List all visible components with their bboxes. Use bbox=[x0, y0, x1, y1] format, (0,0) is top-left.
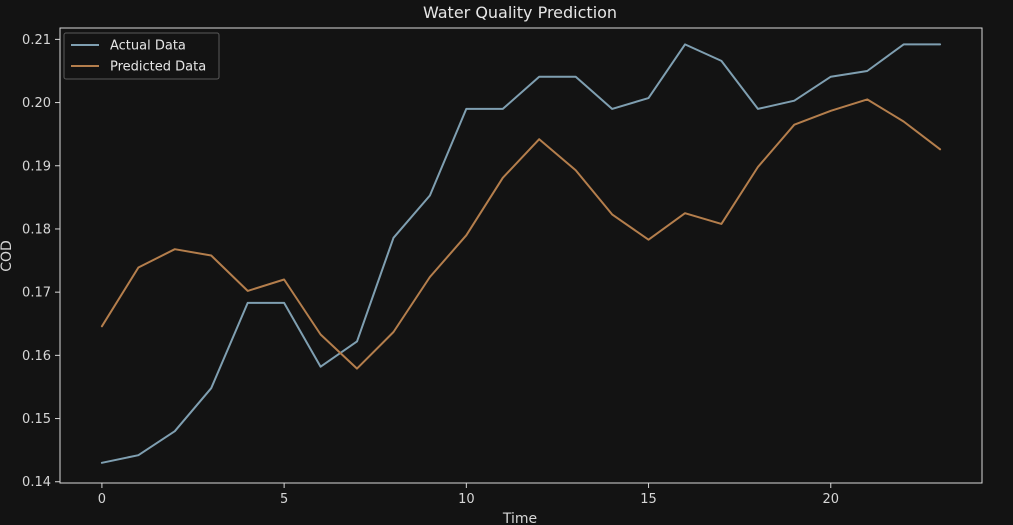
legend-box bbox=[63, 32, 220, 80]
y-tick-label: 0.20 bbox=[22, 96, 51, 111]
chart-title: Water Quality Prediction bbox=[423, 3, 617, 22]
x-axis-title: Time bbox=[502, 511, 537, 525]
y-tick-label: 0.14 bbox=[22, 475, 51, 490]
legend-label: Predicted Data bbox=[110, 60, 206, 75]
x-tick-label: 20 bbox=[822, 492, 839, 507]
y-tick-label: 0.18 bbox=[22, 222, 51, 237]
x-tick-label: 5 bbox=[280, 492, 288, 507]
legend: Actual Data Predicted Data bbox=[63, 32, 220, 80]
plot-frame bbox=[59, 27, 983, 484]
series-layer bbox=[100, 43, 942, 464]
series-line-actual-data bbox=[100, 43, 942, 464]
y-tick-label: 0.21 bbox=[22, 33, 51, 48]
series-line-predicted-data bbox=[100, 98, 942, 370]
x-axis: 0 5 10 15 20 bbox=[98, 483, 839, 507]
x-tick-label: 15 bbox=[640, 492, 657, 507]
y-tick-label: 0.19 bbox=[22, 159, 51, 174]
x-tick-label: 0 bbox=[98, 492, 106, 507]
y-axis-title: COD bbox=[0, 240, 15, 272]
x-tick-label: 10 bbox=[458, 492, 475, 507]
y-tick-label: 0.17 bbox=[22, 286, 51, 301]
y-axis: 0.14 0.15 0.16 0.17 0.18 0.19 0.20 0.21 bbox=[22, 33, 60, 490]
y-tick-label: 0.15 bbox=[22, 412, 51, 427]
legend-label: Actual Data bbox=[110, 39, 186, 54]
y-tick-label: 0.16 bbox=[22, 349, 51, 364]
